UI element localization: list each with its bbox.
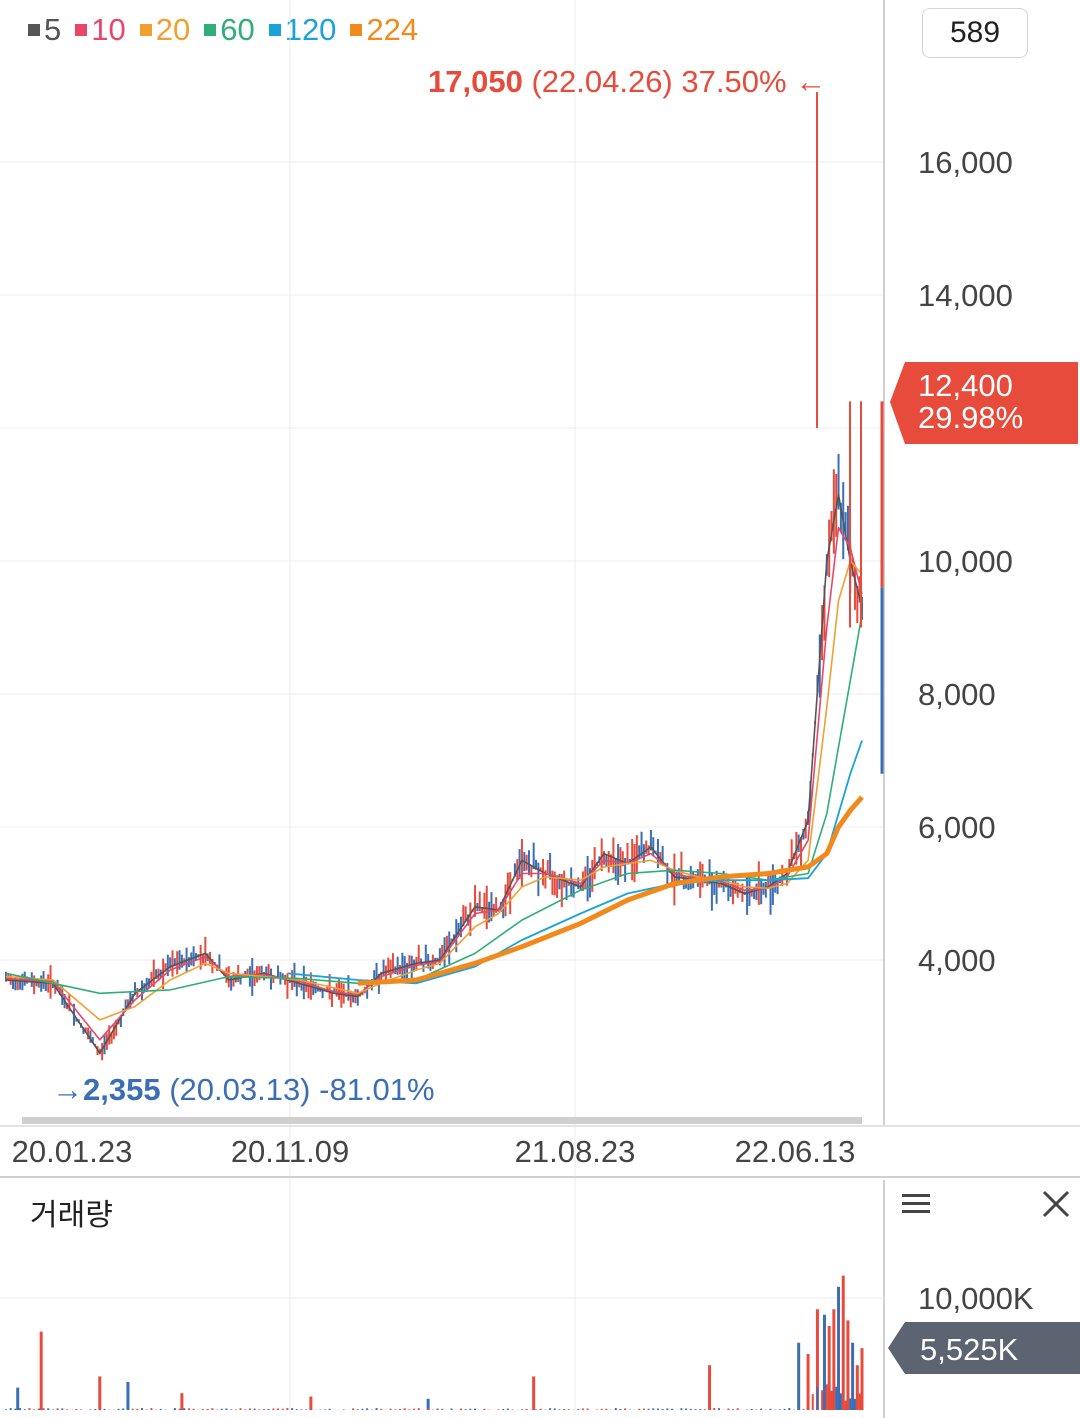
low-price-annotation: →2,355 (20.03.13) -81.01% bbox=[52, 1072, 435, 1107]
high-annotation-part: ← bbox=[787, 64, 827, 99]
ma-line-224 bbox=[357, 795, 864, 986]
x-tick-label: 22.06.13 bbox=[735, 1134, 856, 1169]
legend-item-ma10[interactable]: 10 bbox=[75, 12, 126, 48]
legend-item-ma60[interactable]: 60 bbox=[204, 12, 255, 48]
legend-swatch bbox=[268, 24, 281, 36]
high-annotation-part: 37.50% bbox=[673, 64, 787, 99]
current-price-tag bbox=[890, 362, 1078, 444]
legend-label: 224 bbox=[366, 12, 419, 47]
legend-label: 60 bbox=[220, 12, 255, 47]
scrollbar bbox=[22, 1117, 862, 1124]
legend-item-ma20[interactable]: 20 bbox=[139, 12, 191, 48]
ma-legend: 5 10 20 60 120 224 bbox=[28, 10, 418, 50]
legend-swatch bbox=[350, 24, 363, 36]
legend-item-ma5[interactable]: 5 bbox=[28, 12, 61, 48]
current-price-change: 29.98% bbox=[918, 400, 1023, 435]
y-tick-label: 6,000 bbox=[918, 810, 996, 845]
high-annotation-part: 17,050 bbox=[428, 64, 523, 99]
x-tick-label: 20.01.23 bbox=[12, 1134, 133, 1169]
legend-item-ma120[interactable]: 120 bbox=[268, 12, 337, 48]
legend-swatch bbox=[75, 24, 88, 36]
legend-label: 20 bbox=[155, 12, 191, 47]
x-tick-label: 20.11.09 bbox=[231, 1134, 349, 1169]
close-icon[interactable] bbox=[1036, 1184, 1076, 1224]
low-annotation-part: 2,355 bbox=[83, 1072, 161, 1107]
current-price-value: 12,400 bbox=[918, 368, 1013, 403]
legend-item-ma224[interactable]: 224 bbox=[350, 12, 418, 48]
ma-line-20 bbox=[5, 560, 863, 1021]
y-tick-label: 14,000 bbox=[918, 278, 1013, 313]
low-annotation-part: -81.01% bbox=[311, 1072, 435, 1107]
y-tick-label: 8,000 bbox=[918, 677, 996, 712]
ma-line-5 bbox=[5, 493, 863, 1054]
y-tick-label: 10,000 bbox=[918, 544, 1013, 579]
high-annotation-part: (22.04.26) bbox=[523, 64, 673, 99]
x-tick-label: 21.08.23 bbox=[515, 1134, 636, 1169]
legend-swatch bbox=[28, 24, 40, 36]
volume-current-tag bbox=[888, 1322, 1080, 1374]
legend-label: 5 bbox=[44, 12, 62, 47]
period-count-badge[interactable]: 589 bbox=[922, 8, 1028, 58]
legend-label: 10 bbox=[91, 12, 126, 47]
ma-line-10 bbox=[5, 527, 863, 1041]
y-tick-label: 16,000 bbox=[918, 145, 1013, 180]
low-annotation-part: (20.03.13) bbox=[161, 1072, 311, 1107]
volume-current-value: 5,525K bbox=[920, 1332, 1019, 1367]
volume-panel-title: 거래량 bbox=[30, 1199, 113, 1232]
menu-icon[interactable] bbox=[898, 1186, 934, 1222]
low-annotation-part: → bbox=[52, 1072, 83, 1107]
y-tick-label: 4,000 bbox=[918, 943, 996, 978]
volume-tick-label: 10,000K bbox=[918, 1281, 1034, 1316]
high-price-annotation: 17,050 (22.04.26) 37.50% ← bbox=[428, 64, 826, 99]
legend-swatch bbox=[139, 24, 152, 36]
legend-label: 120 bbox=[284, 12, 337, 47]
ma-line-60 bbox=[5, 614, 863, 995]
legend-swatch bbox=[204, 24, 217, 36]
